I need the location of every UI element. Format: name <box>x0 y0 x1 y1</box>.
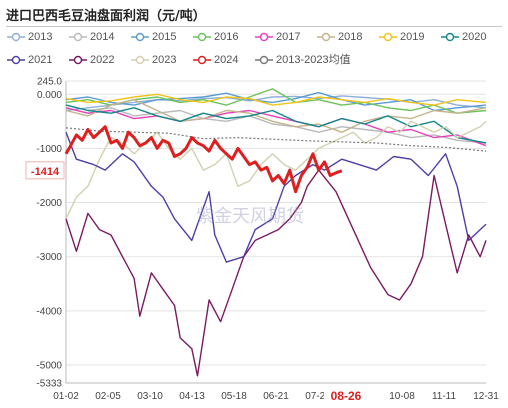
legend: 2013 2014 2015 2016 2017 2018 2019 2020 2021 2022… <box>0 28 508 70</box>
legend-swatch <box>7 32 25 42</box>
legend-swatch <box>7 55 25 65</box>
y-tick-label: 0.000 <box>37 90 62 101</box>
x-axis: 01-02 02-05 03-10 04-13 05-18 06-21 07-26 10-08… <box>53 382 499 402</box>
y-tick-label: -5333 <box>36 379 62 390</box>
series-line-2018 <box>65 99 487 133</box>
x-tick-label: 02-05 <box>95 391 121 402</box>
legend-swatch <box>131 32 149 42</box>
y-tick-label: -5000 <box>36 360 62 371</box>
current-value-box <box>25 161 65 180</box>
series-line-2022 <box>65 169 487 377</box>
series-layer <box>64 88 487 377</box>
legend-label: 2020 <box>462 31 487 43</box>
x-tick-label: 11-11 <box>432 391 457 402</box>
legend-label: 2018 <box>338 31 363 43</box>
chart-title: 进口巴西毛豆油盘面利润（元/吨） <box>6 9 206 24</box>
x-tick-label: 06-21 <box>263 391 289 402</box>
y-axis: 245.0 0.000 -1000 -2000 -3000 -4000 -5000 -5333 <box>36 77 67 390</box>
legend-label: 2017 <box>276 31 301 43</box>
legend-swatch <box>317 32 335 42</box>
current-value-text: -1414 <box>31 166 60 178</box>
series-line-2017 <box>65 107 487 147</box>
x-tick-label: 10-08 <box>389 391 415 402</box>
x-tick-label: 03-10 <box>137 391 163 402</box>
series-line-2020 <box>65 104 487 144</box>
legend-label: 2019 <box>400 31 425 43</box>
title-divider <box>6 26 502 27</box>
series-line-2023 <box>65 120 487 220</box>
y-tick-label: -1000 <box>36 144 62 155</box>
legend-label: 2022 <box>90 54 115 66</box>
legend-swatch <box>193 32 211 42</box>
y-tick-label: 245.0 <box>37 77 62 88</box>
legend-label: 2014 <box>90 31 115 43</box>
legend-label: 2013 <box>28 31 53 43</box>
legend-swatch <box>131 55 149 65</box>
legend-swatch <box>69 32 87 42</box>
x-tick-label: 04-13 <box>179 391 205 402</box>
x-tick-label: 07-26 <box>305 391 331 402</box>
legend-label: 2023 <box>152 54 177 66</box>
legend-swatch <box>255 32 273 42</box>
legend-label: 2015 <box>152 31 177 43</box>
series-line-2013-2023均值 <box>65 127 487 152</box>
legend-label: 2013-2023均值 <box>276 54 351 66</box>
current-date-text: 08-26 <box>331 389 362 403</box>
legend-label: 2024 <box>214 54 239 66</box>
x-tick-label: 05-18 <box>221 391 247 402</box>
x-tick-label: 12-31 <box>473 391 499 402</box>
y-tick-label: -3000 <box>36 252 62 263</box>
series-line-2019 <box>65 93 487 106</box>
legend-swatch <box>441 32 459 42</box>
legend-swatch <box>379 32 397 42</box>
legend-swatch <box>69 55 87 65</box>
legend-swatch <box>193 55 211 65</box>
y-tick-label: -2000 <box>36 198 62 209</box>
series-line-2014 <box>65 104 487 144</box>
legend-label: 2021 <box>28 54 53 66</box>
series-line-2024 <box>64 125 343 194</box>
y-tick-label: -4000 <box>36 306 62 317</box>
current-date-box <box>324 387 368 404</box>
legend-swatch <box>255 55 273 65</box>
current-value-label: -1414 08-26 <box>25 161 368 404</box>
x-tick-label: 01-02 <box>53 391 79 402</box>
series-line-2021 <box>65 131 487 263</box>
legend-label: 2016 <box>214 31 239 43</box>
series-line-2015 <box>65 91 487 112</box>
watermark: 紫金天风期货 <box>196 206 304 227</box>
